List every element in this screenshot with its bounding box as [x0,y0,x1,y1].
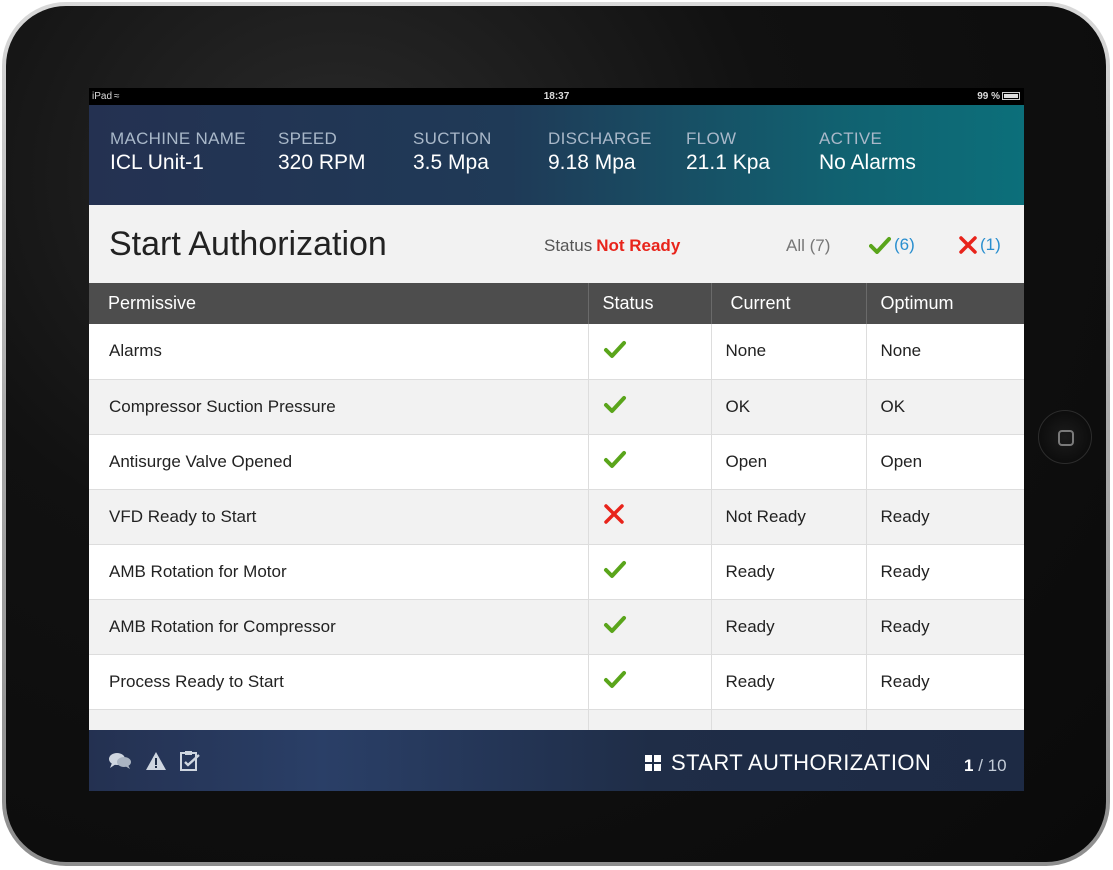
status-value: Not Ready [596,236,681,255]
battery-percent: 99 % [977,91,1000,102]
cell-status [588,654,712,710]
cell-current: Ready [711,599,867,655]
cell-optimum: Ready [866,489,1024,545]
metric-machine-name: MACHINE NAME ICL Unit-1 [110,129,246,175]
cell-status [588,489,712,545]
cell-optimum: Ready [866,654,1024,710]
page-total: / 10 [978,756,1007,775]
cell-current: Ready [711,544,867,600]
column-header-optimum[interactable]: Optimum [866,283,1024,324]
cell-current: Open [711,434,867,490]
metric-flow: FLOW 21.1 Kpa [686,129,770,175]
metric-discharge: DISCHARGE 9.18 Mpa [548,129,652,175]
cell-current: OK [711,379,867,435]
checkmark-icon [603,396,626,413]
metric-value: ICL Unit-1 [110,151,204,174]
cell-permissive: Process Ready to Start [89,654,589,710]
battery-icon [1002,92,1020,100]
checkmark-icon [603,616,626,633]
footer-icons [107,750,201,772]
checkmark-icon [869,237,891,254]
metric-speed: SPEED 320 RPM [278,129,366,175]
metric-value: 320 RPM [278,151,366,174]
metric-label: ACTIVE [819,129,883,148]
cell-optimum: Open [866,434,1024,490]
wifi-icon: ≈ [114,91,120,102]
machine-header: MACHINE NAME ICL Unit-1 SPEED 320 RPM SU… [89,105,1024,205]
metric-label: SPEED [278,129,338,148]
metric-label: FLOW [686,129,737,148]
filter-passed[interactable]: (6) [869,235,915,255]
table-row[interactable]: AMB Rotation for Motor Ready Ready [89,544,1024,600]
column-header-status[interactable]: Status [588,283,712,324]
column-header-permissive[interactable]: Permissive [89,283,589,324]
clock: 18:37 [543,91,570,102]
cell-permissive: Antisurge Valve Opened [89,434,589,490]
checklist-icon[interactable] [179,750,201,772]
cell-permissive: Alarms [89,324,589,380]
cell-status [588,434,712,490]
cell-status [588,379,712,435]
column-header-current[interactable]: Current [711,283,867,324]
cell-optimum: Ready [866,544,1024,600]
cell-permissive: AMB Rotation for Compressor [89,599,589,655]
cell-current: Ready [711,654,867,710]
cell-current: Not Ready [711,489,867,545]
metric-label: MACHINE NAME [110,129,246,148]
home-button[interactable] [1038,410,1092,464]
cell-status [588,599,712,655]
cell-status [588,544,712,600]
table-row[interactable]: AMB Rotation for Compressor Ready Ready [89,599,1024,655]
page-indicator: 1 / 10 [964,756,1007,776]
metric-value: No Alarms [819,151,916,174]
cell-optimum: OK [866,379,1024,435]
start-authorization-label: START AUTHORIZATION [671,750,932,775]
cell-optimum: None [866,324,1024,380]
table-row[interactable]: VFD Ready to Start Not Ready Ready [89,489,1024,545]
page-title: Start Authorization [109,225,387,263]
cross-icon [959,236,977,254]
status-label: Status [544,236,593,255]
metric-suction: SUCTION 3.5 Mpa [413,129,492,175]
table-row[interactable]: Antisurge Valve Opened Open Open [89,434,1024,490]
checkmark-icon [603,340,626,358]
overall-status: Status Not Ready [544,236,680,256]
cross-icon [603,504,624,524]
checkmark-icon [603,451,626,468]
cell-permissive: AMB Rotation for Motor [89,544,589,600]
home-square-icon [1058,430,1074,446]
cell-permissive: VFD Ready to Start [89,489,589,545]
filter-failed-count: (1) [980,235,1001,254]
filter-failed[interactable]: (1) [958,235,1001,255]
metric-value: 3.5 Mpa [413,151,489,174]
metric-label: SUCTION [413,129,492,148]
metric-value: 21.1 Kpa [686,151,771,174]
title-bar: Start Authorization Status Not Ready All … [89,205,1024,283]
metric-value: 9.18 Mpa [548,151,636,174]
table-row[interactable]: Process Ready to Start Ready Ready [89,654,1024,710]
warning-icon[interactable] [145,751,167,771]
cell-optimum: Ready [866,599,1024,655]
table-header-row: Permissive Status Current Optimum [89,283,1024,324]
checkmark-icon [603,561,626,578]
permissives-table: Permissive Status Current Optimum Alarms… [89,283,1024,736]
bottom-bar: START AUTHORIZATION 1 / 10 [89,730,1024,791]
filter-passed-count: (6) [894,235,915,254]
metric-active-alarms: ACTIVE No Alarms [819,129,916,175]
chat-icon[interactable] [107,751,133,771]
screen: iPad ≈ 18:37 99 % MACHINE NAME ICL Unit-1… [89,88,1024,791]
cell-permissive: Compressor Suction Pressure [89,379,589,435]
table-row[interactable]: Compressor Suction Pressure OK OK [89,379,1024,435]
metric-label: DISCHARGE [548,129,652,148]
cell-current: None [711,324,867,380]
filter-all[interactable]: All (7) [786,236,831,255]
table-row[interactable]: Alarms None None [89,324,1024,380]
page-current: 1 [964,756,974,775]
checkmark-icon [603,671,626,688]
device-name: iPad [92,91,113,102]
ios-status-bar: iPad ≈ 18:37 99 % [89,88,1024,105]
cell-status [588,324,712,380]
start-authorization-button[interactable]: START AUTHORIZATION [645,750,931,776]
grid-icon [645,755,661,771]
